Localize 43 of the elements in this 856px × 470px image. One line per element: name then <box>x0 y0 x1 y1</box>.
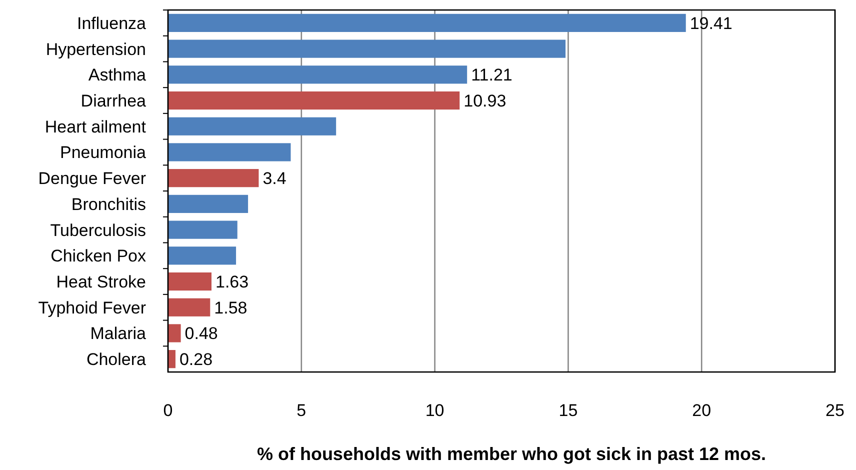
y-tick-label: Typhoid Fever <box>38 298 146 318</box>
x-tick-label: 20 <box>692 401 712 420</box>
bar <box>168 324 181 342</box>
y-tick-label: Dengue Fever <box>38 169 146 188</box>
bar <box>168 194 248 213</box>
bar <box>168 143 291 162</box>
data-label: 10.93 <box>464 92 506 110</box>
y-tick-label: Bronchitis <box>71 194 146 214</box>
y-tick-label: Malaria <box>90 324 147 344</box>
x-axis-title: % of households with member who got sick in past 12 mos. <box>256 444 766 464</box>
data-label: 0.48 <box>184 324 218 344</box>
bar <box>168 40 566 58</box>
y-tick-label: Chicken Pox <box>50 246 146 266</box>
data-label: 11.21 <box>471 66 512 85</box>
y-tick-label: Diarrhea <box>80 92 147 110</box>
bar <box>168 272 212 291</box>
bar <box>168 91 460 110</box>
data-label: 3.4 <box>262 169 286 188</box>
data-label: 0.28 <box>179 350 213 370</box>
y-tick-label: Tuberculosis <box>50 220 146 240</box>
y-tick-label: Heart ailment <box>44 117 146 136</box>
x-tick-label: 10 <box>425 401 444 420</box>
data-label: 1.58 <box>214 298 248 318</box>
bar <box>168 350 176 368</box>
x-tick-label: 0 <box>163 401 173 420</box>
bar <box>168 246 236 265</box>
y-tick-label: Pneumonia <box>60 143 147 162</box>
y-tick-label: Cholera <box>86 350 147 370</box>
y-tick-label: Influenza <box>77 14 147 33</box>
x-tick-label: 5 <box>296 401 306 420</box>
bar <box>168 169 259 188</box>
bar <box>168 117 336 136</box>
data-label: 1.63 <box>215 272 249 292</box>
bar <box>168 14 686 32</box>
bar <box>168 66 468 84</box>
y-tick-label: Hypertension <box>46 40 146 59</box>
y-tick-label: Asthma <box>88 66 147 85</box>
bar <box>168 220 238 239</box>
bar <box>168 298 210 316</box>
data-label: 19.41 <box>690 14 732 33</box>
y-tick-label: Heat Stroke <box>56 272 146 292</box>
x-tick-label: 15 <box>558 401 578 420</box>
x-tick-label: 25 <box>826 401 844 420</box>
